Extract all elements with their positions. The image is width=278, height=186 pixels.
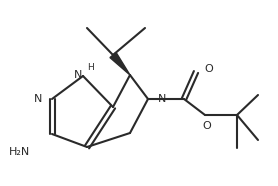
Polygon shape xyxy=(110,52,130,75)
Text: O: O xyxy=(203,121,211,131)
Text: H₂N: H₂N xyxy=(9,147,30,157)
Text: N: N xyxy=(74,70,82,80)
Text: N: N xyxy=(158,94,166,104)
Text: H: H xyxy=(87,62,93,71)
Text: N: N xyxy=(34,94,42,104)
Text: O: O xyxy=(204,64,213,74)
